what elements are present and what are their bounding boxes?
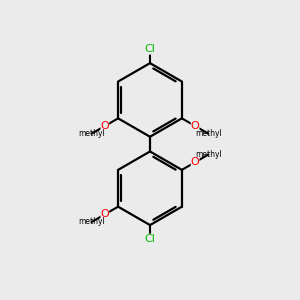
Text: Cl: Cl xyxy=(145,44,155,54)
Text: methyl: methyl xyxy=(78,218,105,226)
Text: Cl: Cl xyxy=(145,234,155,244)
Text: O: O xyxy=(191,121,200,131)
Text: methyl: methyl xyxy=(78,129,105,138)
Text: methyl: methyl xyxy=(195,129,222,138)
Text: methyl: methyl xyxy=(195,150,222,159)
Text: O: O xyxy=(100,121,109,131)
Text: O: O xyxy=(100,209,109,219)
Text: O: O xyxy=(191,157,200,167)
